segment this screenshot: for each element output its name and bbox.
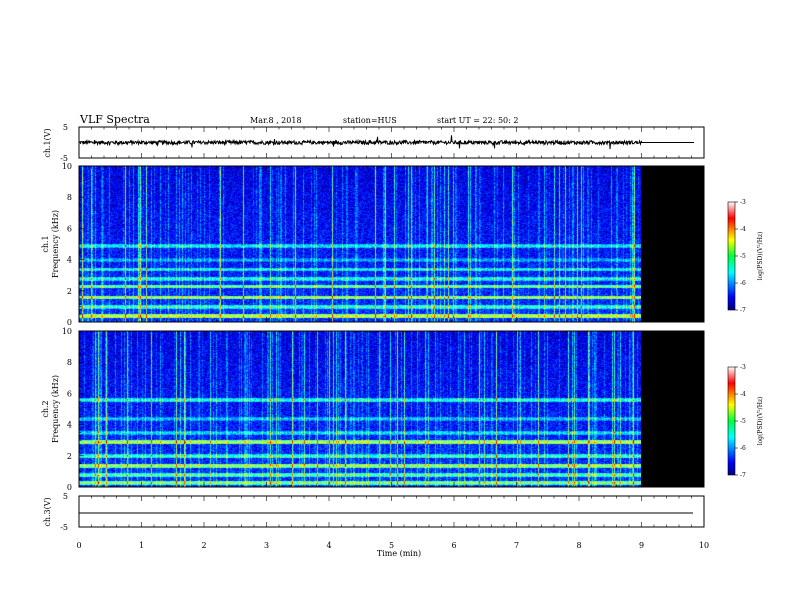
time-tick-labels: 0 1 2 3 4 5 6 7 8 9 10 <box>76 541 709 550</box>
ch1-spectrogram-panel: 0 2 4 6 8 10 ch.1 Frequency (kHz) <box>41 162 705 327</box>
ch1-ylabel: ch.1(V) <box>43 128 52 157</box>
freq-tick-label-2: 2 <box>67 287 72 296</box>
ch1-ylabel-channel: ch.1 <box>41 235 50 252</box>
time-tick-label-7: 7 <box>514 541 519 550</box>
colorbar-tick-label--7: -7 <box>740 307 746 314</box>
time-axis-label: Time (min) <box>377 549 421 558</box>
time-tick-label-9: 9 <box>639 541 644 550</box>
ch3-ylabel: ch.3(V) <box>43 497 52 526</box>
ch1-waveform-panel: 5 -5 ch.1(V) <box>43 123 705 163</box>
freq-tick-label-6: 6 <box>67 389 72 398</box>
ch2-spectrogram-image <box>79 331 641 487</box>
time-tick-label-0: 0 <box>76 541 81 550</box>
ch1-ytick-top: 5 <box>63 123 68 132</box>
freq-tick-label-2: 2 <box>67 452 72 461</box>
time-tick-label-8: 8 <box>576 541 581 550</box>
freq-tick-label-0: 0 <box>67 318 72 327</box>
ch1-ytick-bottom: -5 <box>60 154 68 163</box>
ch2-freq-ticks: 0 2 4 6 8 10 <box>62 327 705 492</box>
ch1-colorbar: -3 -4 -5 -6 -7 log(PSD)(V²/Hz) <box>727 199 764 314</box>
ch2-ylabel-channel: ch.2 <box>41 400 50 417</box>
time-tick-label-5: 5 <box>389 541 394 550</box>
ch1-colorbar-label: log(PSD)(V²/Hz) <box>757 232 764 281</box>
time-tick-label-10: 10 <box>699 541 709 550</box>
freq-tick-label-6: 6 <box>67 224 72 233</box>
date-label: Mar.8 , 2018 <box>250 116 302 125</box>
time-tick-label-3: 3 <box>264 541 269 550</box>
ch1-spectrogram-image <box>79 166 641 322</box>
freq-tick-label-8: 8 <box>67 358 72 367</box>
time-tick-label-2: 2 <box>201 541 206 550</box>
colorbar-tick-label--3: -3 <box>740 364 746 371</box>
time-tick-label-6: 6 <box>451 541 456 550</box>
colorbar-tick-label--6: -6 <box>740 445 746 452</box>
ch3-ytick-top: 5 <box>63 492 68 501</box>
time-tick-label-4: 4 <box>326 541 331 550</box>
figure-title: VLF Spectra <box>79 113 150 126</box>
ch2-ylabel-frequency: Frequency (kHz) <box>51 375 60 443</box>
ch1-colorbar-ticks: -3 -4 -5 -6 -7 <box>735 199 746 314</box>
colorbar-tick-label--4: -4 <box>740 226 746 233</box>
station-label: station=HUS <box>343 116 397 125</box>
ch2-spectrogram-panel: 0 2 4 6 8 10 ch.2 Frequency (kHz) <box>41 327 705 492</box>
ch2-colorbar-gradient <box>728 367 735 475</box>
ch2-colorbar: -3 -4 -5 -6 -7 log(PSD)(V²/Hz) <box>727 364 764 479</box>
freq-tick-label-4: 4 <box>67 256 72 265</box>
ch2-colorbar-ticks: -3 -4 -5 -6 -7 <box>735 364 746 479</box>
ch3-waveform-ticks <box>78 495 705 528</box>
ch1-freq-ticks: 0 2 4 6 8 10 <box>62 162 705 327</box>
colorbar-tick-label--6: -6 <box>740 280 746 287</box>
ch1-ylabel-frequency: Frequency (kHz) <box>51 210 60 278</box>
colorbar-tick-label--4: -4 <box>740 391 746 398</box>
ch3-ytick-bottom: -5 <box>60 523 68 532</box>
colorbar-tick-label--7: -7 <box>740 472 746 479</box>
start-time-label: start UT = 22: 50: 2 <box>437 116 518 125</box>
freq-tick-label-8: 8 <box>67 193 72 202</box>
colorbar-tick-label--3: -3 <box>740 199 746 206</box>
colorbar-tick-label--5: -5 <box>740 418 746 425</box>
ch1-waveform-line <box>78 135 694 150</box>
ch1-waveform-ticks <box>78 126 705 159</box>
ch2-colorbar-label: log(PSD)(V²/Hz) <box>757 397 764 446</box>
freq-tick-label-10: 10 <box>62 327 72 336</box>
ch1-colorbar-gradient <box>728 202 735 310</box>
freq-tick-label-10: 10 <box>62 162 72 171</box>
freq-tick-label-4: 4 <box>67 421 72 430</box>
freq-tick-label-0: 0 <box>67 483 72 492</box>
time-tick-label-1: 1 <box>139 541 144 550</box>
colorbar-tick-label--5: -5 <box>740 253 746 260</box>
ch3-waveform-frame <box>78 495 705 528</box>
ch3-waveform-panel: 5 -5 ch.3(V) <box>43 492 705 532</box>
